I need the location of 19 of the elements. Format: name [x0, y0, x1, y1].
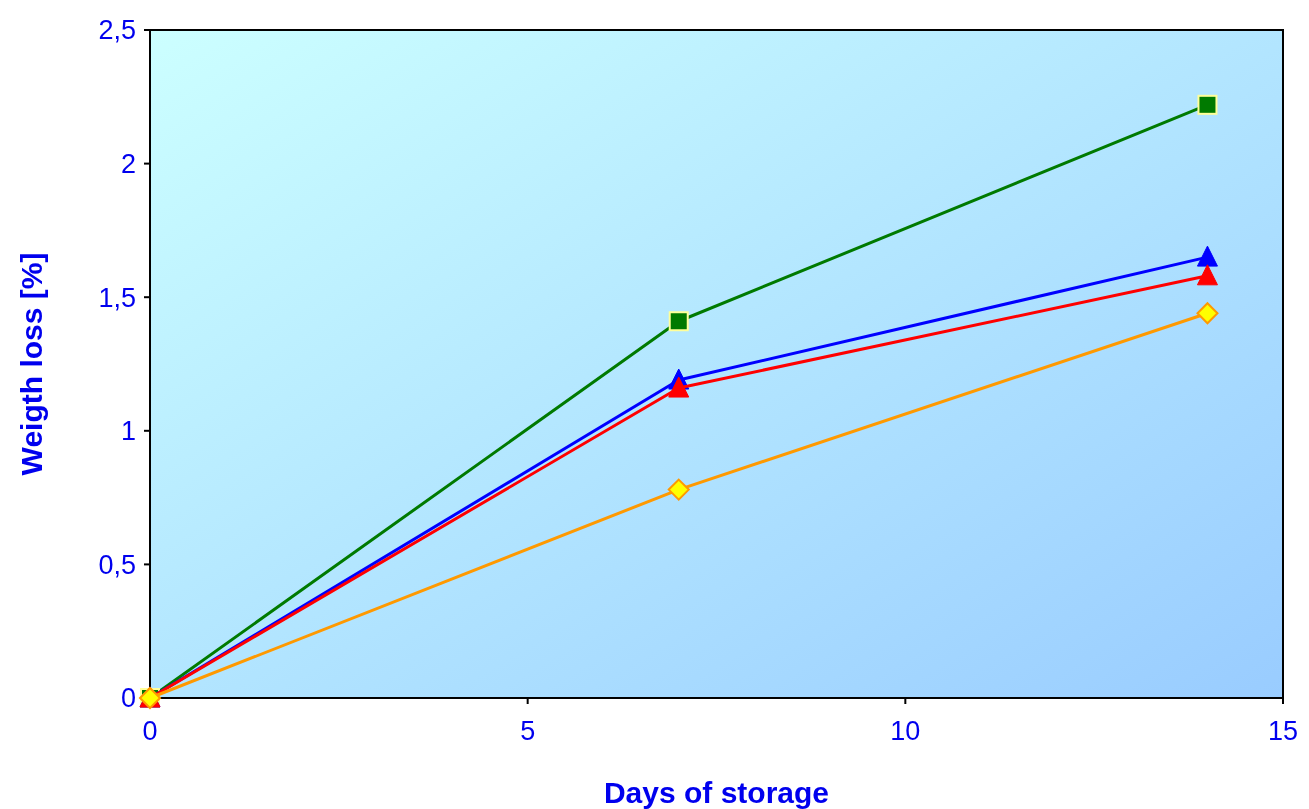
- y-axis-title: Weigth loss [%]: [15, 252, 48, 476]
- x-axis-title: Days of storage: [603, 776, 830, 809]
- y-tick-label: 1,5: [98, 282, 136, 313]
- x-tick-label: 5: [520, 716, 536, 746]
- y-tick-label: 1: [120, 416, 136, 447]
- point: [1196, 245, 1218, 267]
- y-tick-label: 2: [120, 149, 136, 180]
- x-tick-label: 15: [1267, 716, 1299, 746]
- point: [1196, 302, 1219, 325]
- x-tick-label: 0: [142, 716, 158, 746]
- point: [667, 478, 690, 501]
- point: [668, 311, 689, 332]
- point: [1197, 94, 1218, 115]
- x-tick-label: 10: [890, 716, 921, 746]
- y-tick-label: 2,5: [98, 15, 136, 46]
- y-tick-label: 0,5: [98, 549, 136, 580]
- point: [1196, 264, 1218, 286]
- point: [668, 376, 690, 398]
- y-tick-label: 0: [120, 683, 136, 714]
